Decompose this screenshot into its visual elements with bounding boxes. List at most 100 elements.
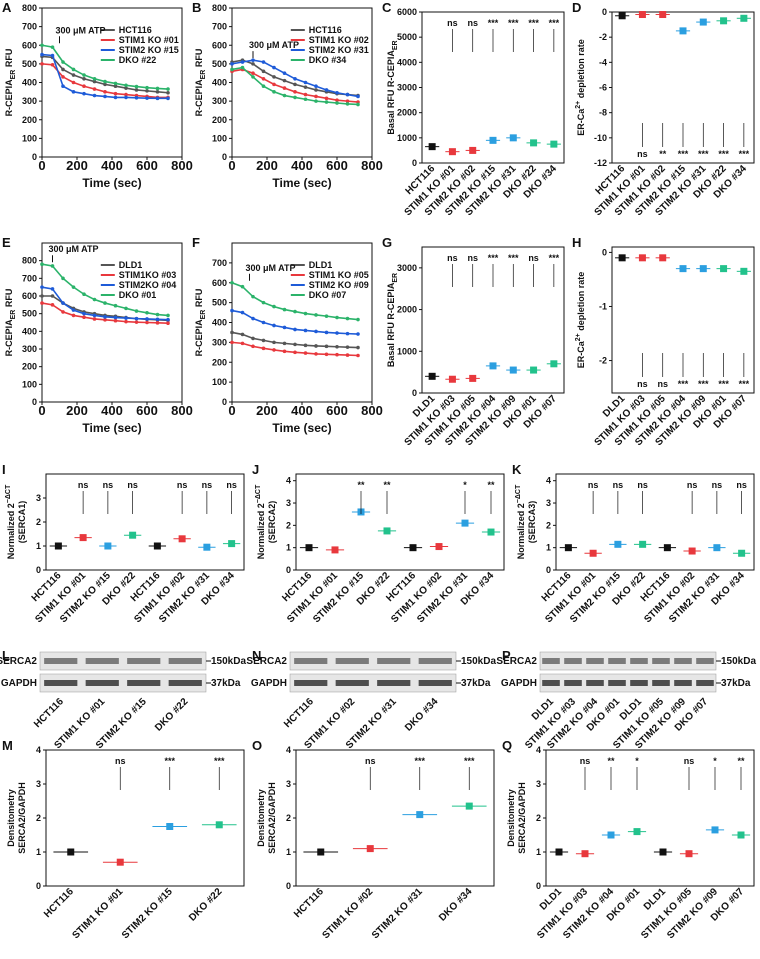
significance-label: ns (177, 480, 188, 490)
y-axis-label-line2: SERCA2/GAPDH (517, 782, 527, 854)
data-point (324, 344, 329, 349)
data-point (124, 86, 128, 90)
data-point (50, 303, 55, 307)
data-point (155, 86, 160, 91)
data-point (61, 60, 65, 64)
legend-label: DKO #34 (309, 55, 347, 65)
y-tick-label: 1 (536, 847, 541, 857)
panel-label: P (502, 648, 511, 663)
data-point (272, 304, 276, 309)
significance-label: ns (637, 149, 648, 159)
legend-label: DKO #01 (119, 290, 157, 300)
data-point (314, 94, 318, 99)
data-point (50, 294, 55, 298)
plot-frame (295, 749, 495, 887)
y-axis-label-part: Densitometry (506, 789, 516, 847)
data-point (251, 294, 255, 299)
legend-label: HCT116 (309, 25, 342, 35)
blot-band (630, 680, 648, 686)
legend-label: STIM2 KO #15 (119, 45, 179, 55)
panel-label: I (2, 462, 6, 477)
data-point (303, 351, 308, 355)
data-point (92, 79, 97, 84)
data-point (345, 345, 350, 349)
size-label: 37kDa (721, 678, 751, 689)
plot-frame (611, 246, 755, 394)
y-tick-label: 200 (212, 115, 227, 125)
y-axis-label-part: R-CEPIA (4, 319, 14, 357)
x-tick-label: 400 (291, 403, 313, 418)
data-point (345, 99, 350, 103)
y-axis-label-part: depletion rate (576, 39, 586, 101)
data-point (282, 325, 287, 330)
panel-label: N (252, 648, 261, 663)
data-point (230, 330, 234, 335)
annotation: 300 μM ATP (56, 25, 106, 35)
blot-band (294, 658, 328, 664)
significance-label: *** (164, 756, 175, 766)
lane-label: HCT116 (282, 696, 316, 730)
legend-label: STIM1 KO #01 (119, 35, 179, 45)
y-tick-label: 6000 (397, 7, 417, 17)
y-axis-label-part: RFU (194, 49, 204, 70)
data-point (293, 342, 297, 347)
band-label: GAPDH (251, 678, 287, 689)
data-point (324, 88, 329, 92)
y-axis-label-part: ER (200, 310, 207, 320)
y-axis-label-line2: SERCA2/GAPDH (17, 782, 27, 854)
data-point (345, 92, 350, 97)
plot-frame (555, 473, 755, 571)
y-tick-label: 0 (286, 881, 291, 891)
y-tick-label: 0 (36, 881, 41, 891)
y-tick-label: 4 (36, 745, 41, 755)
y-tick-label: 800 (22, 3, 37, 13)
y-tick-label: 2000 (397, 108, 417, 118)
data-point (282, 78, 287, 83)
y-tick-label: 2 (36, 517, 41, 527)
significance-label: ns (467, 253, 478, 263)
plot-frame (295, 473, 505, 571)
data-point (113, 81, 118, 86)
significance-label: *** (528, 18, 539, 28)
x-tick-label: 0 (228, 158, 235, 173)
data-point (61, 301, 65, 305)
data-point (82, 73, 86, 77)
x-tick-label: DKO #22 (187, 886, 225, 924)
data-point (145, 96, 149, 100)
significance-label: *** (718, 149, 729, 159)
data-point (124, 306, 128, 311)
data-point (82, 311, 86, 316)
size-label: 150kDa (461, 656, 496, 667)
significance-label: ** (607, 756, 615, 766)
significance-label: *** (698, 379, 709, 389)
y-tick-label: 700 (212, 22, 227, 32)
data-point (230, 280, 234, 285)
data-point (335, 90, 339, 95)
significance-label: *** (549, 18, 560, 28)
panel-label: C (382, 0, 392, 15)
data-point (166, 321, 170, 326)
y-tick-label: -1 (599, 301, 607, 311)
x-tick-label: 400 (291, 158, 313, 173)
data-point (71, 80, 76, 85)
y-tick-label: 400 (22, 78, 37, 88)
data-point (92, 297, 97, 302)
blot-band (674, 658, 692, 664)
data-point (145, 310, 149, 315)
y-tick-label: 2 (286, 813, 291, 823)
significance-label: ns (613, 480, 624, 490)
panel-label: B (192, 0, 201, 15)
y-tick-label: 4 (286, 745, 291, 755)
data-point (240, 310, 245, 315)
data-point (155, 96, 160, 101)
data-point (61, 276, 65, 281)
data-point (282, 93, 287, 98)
data-point (71, 285, 76, 289)
y-tick-label: 0 (536, 881, 541, 891)
data-point (124, 92, 128, 97)
y-axis-label-part: Normalized 2 (6, 503, 16, 559)
y-axis-label: Basal RFU R-CEPIAER (386, 273, 399, 367)
y-axis-label-part: ER (392, 273, 399, 283)
blot-band (127, 680, 161, 686)
data-point (335, 101, 339, 105)
